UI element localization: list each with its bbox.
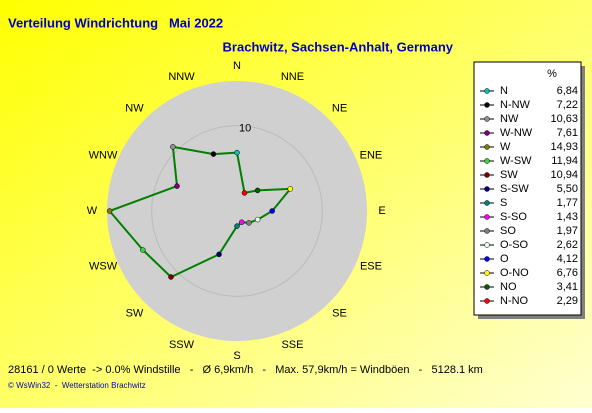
plot-disk [107, 81, 367, 341]
legend-value: 10,63 [550, 113, 578, 125]
wind-point [234, 149, 240, 156]
direction-label: ESE [360, 260, 382, 272]
wind-point [210, 151, 217, 157]
direction-label: SW [126, 307, 144, 319]
legend-label: N-NW [500, 99, 531, 111]
legend-value: 5,50 [557, 183, 578, 195]
legend-value: 7,22 [557, 99, 578, 111]
direction-label: SSW [169, 339, 195, 351]
wind-point [168, 274, 174, 280]
wind-point [234, 223, 240, 229]
wind-point [269, 208, 275, 214]
legend-marker [484, 144, 490, 150]
wind-point [254, 216, 261, 223]
legend-value: 2,62 [557, 239, 578, 251]
legend-label: O-NO [500, 267, 529, 279]
legend-marker [484, 88, 490, 94]
direction-label: NNW [168, 71, 195, 83]
legend-label: W-NW [500, 127, 533, 139]
legend-marker [484, 298, 490, 304]
legend-label: S [500, 197, 507, 209]
direction-label: N [233, 60, 241, 72]
legend-label: SO [500, 225, 516, 237]
legend-marker [484, 256, 490, 262]
wind-point [254, 187, 261, 194]
direction-label: NW [125, 102, 144, 114]
direction-label: SSE [281, 339, 303, 351]
legend-label: S-SW [500, 183, 529, 195]
wind-point [174, 183, 180, 189]
direction-label: NNE [281, 71, 304, 83]
legend-marker [484, 284, 490, 290]
chart-title: Verteilung Windrichtung Mai 2022 [8, 15, 223, 30]
legend-value: 1,43 [557, 211, 578, 223]
legend-label: S-SO [500, 211, 527, 223]
legend-value: 4,12 [557, 253, 578, 265]
direction-label: E [378, 205, 385, 217]
legend-value: 2,29 [557, 295, 578, 307]
wind-point [287, 186, 294, 192]
legend-label: W-SW [500, 155, 532, 167]
grid-ring [151, 125, 323, 297]
legend-marker [484, 102, 490, 108]
legend-marker [484, 200, 490, 206]
legend-marker [484, 214, 490, 220]
legend-value: 3,41 [557, 281, 578, 293]
legend-label: O [500, 253, 509, 265]
legend-value: 14,93 [550, 141, 578, 153]
legend-label: SW [500, 169, 518, 181]
direction-label: SE [332, 307, 347, 319]
legend-value: 1,77 [557, 197, 578, 209]
direction-label: WSW [89, 260, 118, 272]
legend-label: N [500, 85, 508, 97]
legend-label: NW [500, 113, 519, 125]
wind-point [106, 208, 113, 214]
footer: 28161 / 0 Werte -> 0.0% Windstille - Ø 6… [8, 364, 483, 376]
chart-subtitle: Brachwitz, Sachsen-Anhalt, Germany [223, 39, 454, 54]
direction-label: WNW [89, 149, 118, 161]
legend-marker [484, 228, 490, 234]
legend-marker [484, 270, 490, 276]
wind-point [238, 219, 245, 226]
wind-point [140, 247, 146, 253]
legend-value: 10,94 [550, 169, 578, 181]
credit: © WsWin32 - Wetterstation Brachwitz [8, 381, 146, 390]
wind-point [170, 144, 176, 150]
legend-value: 1,97 [557, 225, 578, 237]
direction-label: W [87, 205, 98, 217]
wind-point [216, 251, 222, 258]
legend-marker [484, 172, 490, 178]
legend-label: W [500, 141, 511, 153]
direction-label: S [233, 350, 240, 362]
legend-label: O-SO [500, 239, 529, 251]
legend-marker [484, 242, 490, 248]
legend-label: N-NO [500, 295, 529, 307]
legend-title: % [547, 68, 557, 80]
legend-value: 7,61 [557, 127, 578, 139]
legend-marker [484, 116, 490, 122]
legend-value: 6,84 [557, 85, 578, 97]
r-tick-label: 10 [239, 123, 251, 135]
legend-marker [484, 130, 490, 136]
direction-label: NE [332, 102, 347, 114]
legend-value: 11,94 [551, 155, 578, 167]
direction-label: ENE [360, 149, 383, 161]
wind-point [241, 190, 248, 196]
legend-marker [484, 186, 490, 192]
legend-marker [484, 158, 490, 164]
wind-point [246, 220, 252, 226]
legend-value: 6,76 [557, 267, 578, 279]
legend-label: NO [500, 281, 517, 293]
